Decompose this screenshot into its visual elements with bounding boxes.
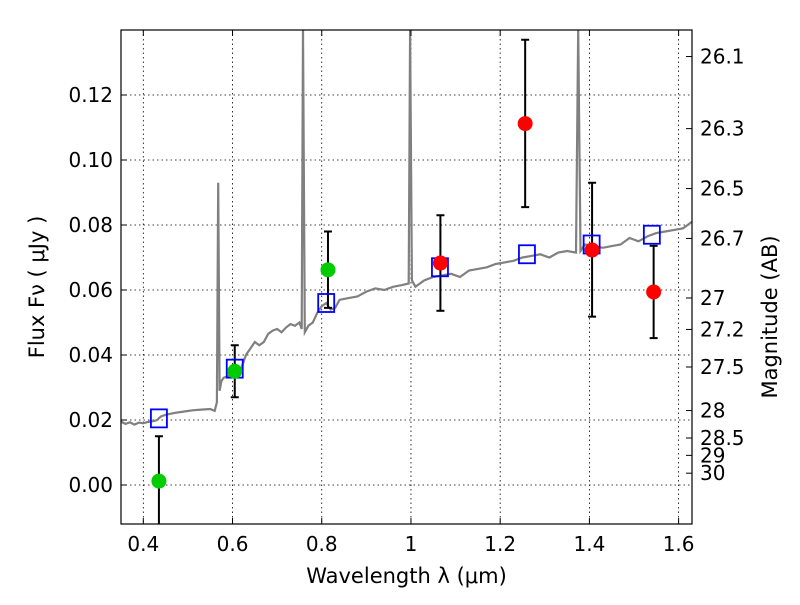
axis-ticks xyxy=(121,30,692,524)
nir-point xyxy=(584,242,600,258)
x-tick-label: 0.6 xyxy=(217,532,249,556)
right-tick-label: 30 xyxy=(700,461,725,485)
right-tick-label: 26.1 xyxy=(700,45,745,69)
observed-flux-markers xyxy=(151,116,662,489)
model-photometry-square xyxy=(642,224,661,245)
spectrum-line xyxy=(121,30,692,426)
right-tick-label: 26.7 xyxy=(700,226,745,250)
right-tick-label: 27.2 xyxy=(700,317,745,341)
y-tick-label: 0.06 xyxy=(68,278,113,302)
plot-frame xyxy=(120,29,693,525)
y-tick-label: 0.12 xyxy=(68,83,113,107)
right-tick-label: 29 xyxy=(700,443,725,467)
y-tick-label: 0.00 xyxy=(68,473,113,497)
right-tick-label: 28.5 xyxy=(700,426,745,450)
y-tick-label: 0.08 xyxy=(68,213,113,237)
x-tick-label: 1.6 xyxy=(663,532,695,556)
optical-point xyxy=(151,473,167,489)
y-tick-label: 0.04 xyxy=(68,343,113,367)
model-spectrum xyxy=(121,30,692,426)
model-photometry-square xyxy=(518,244,536,265)
model-photometry-square xyxy=(317,293,336,313)
x-tick-label: 1.2 xyxy=(484,532,516,556)
x-tick-label: 0.8 xyxy=(306,532,338,556)
x-tick-label: 0.4 xyxy=(127,532,159,556)
grid-lines xyxy=(121,30,692,524)
right-tick-label: 26.3 xyxy=(700,117,745,141)
right-tick-label: 28 xyxy=(700,399,725,423)
x-tick-labels: 0.4 0.6 0.8 1 1.2 1.4 1.6 xyxy=(127,532,694,556)
right-tick-label: 27 xyxy=(700,286,725,310)
error-bars xyxy=(154,38,658,524)
right-tick-label: 27.5 xyxy=(700,355,745,379)
y-tick-label: 0.10 xyxy=(68,148,113,172)
y-tick-label: 0.02 xyxy=(68,408,113,432)
x-tick-label: 1.4 xyxy=(573,532,605,556)
optical-point xyxy=(320,262,336,278)
x-tick-label: 1 xyxy=(405,532,418,556)
right-axis-title: Magnitude (AB) xyxy=(758,235,782,398)
y-axis-title: Flux Fν ( μJy ) xyxy=(25,216,49,359)
x-axis-title: Wavelength λ (μm) xyxy=(306,564,507,588)
nir-point xyxy=(646,284,662,300)
right-tick-label: 26.5 xyxy=(700,177,745,201)
y-tick-labels: 0.00 0.02 0.04 0.06 0.08 0.10 0.12 xyxy=(68,83,113,497)
model-photometry-markers xyxy=(150,224,661,429)
nir-point xyxy=(432,255,448,271)
model-photometry-square xyxy=(150,408,168,429)
optical-point xyxy=(227,363,243,379)
nir-point xyxy=(517,116,533,132)
